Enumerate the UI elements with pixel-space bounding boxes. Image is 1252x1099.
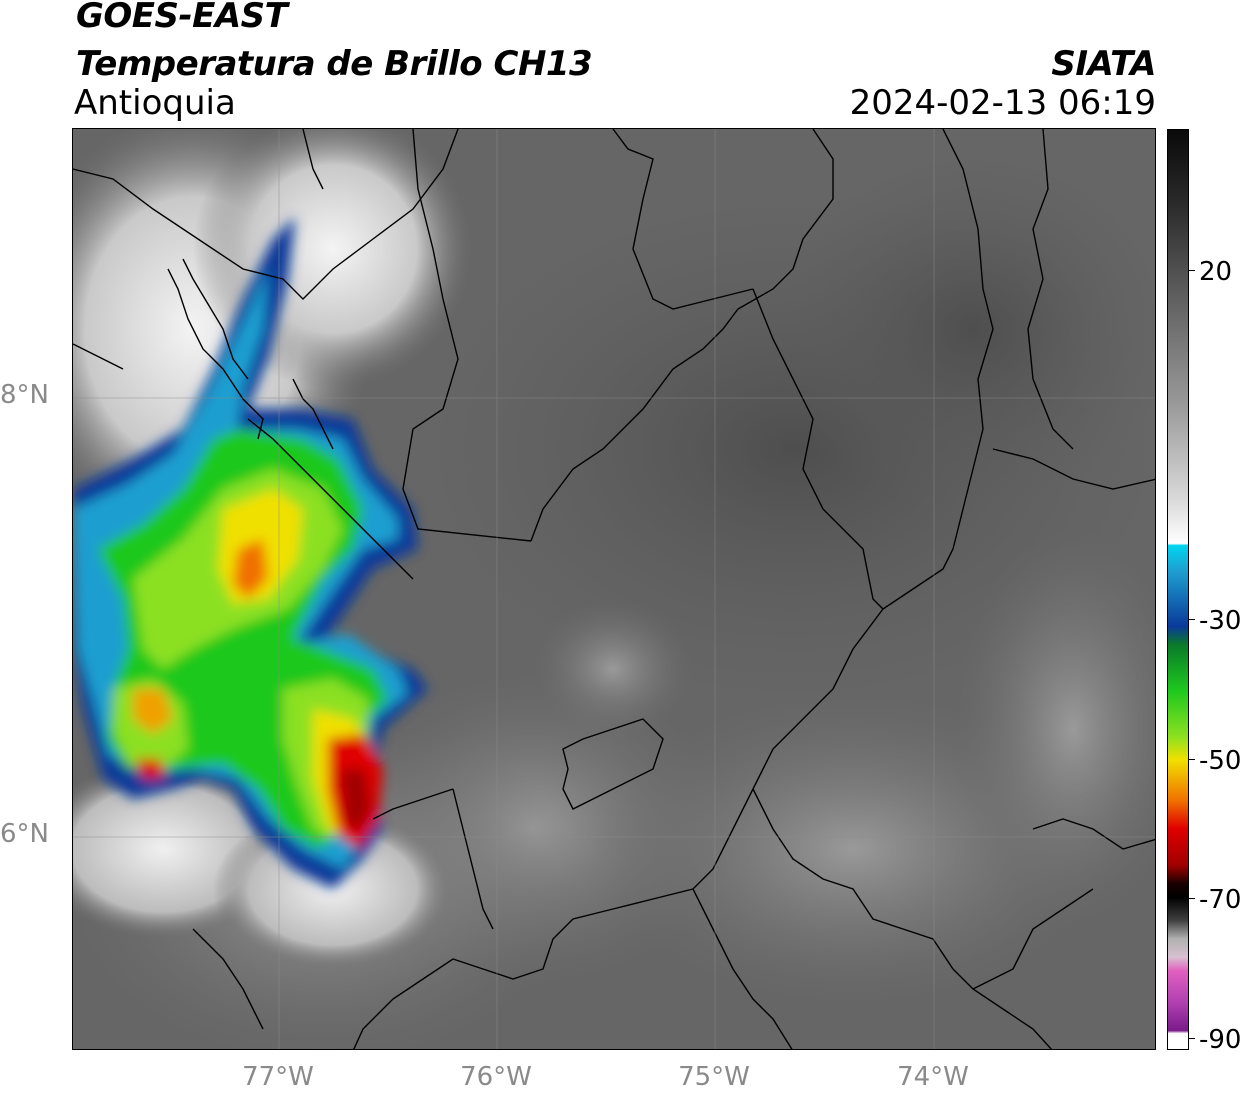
- map-subtitle-region: Antioquia: [74, 83, 236, 123]
- latitude-label-8n: 8°N: [0, 380, 49, 410]
- temperature-colorbar: [1167, 129, 1189, 1050]
- longitude-label-74w: 74°W: [897, 1062, 969, 1092]
- colorbar-tick: [1189, 759, 1195, 760]
- colorbar-label-minus70: -70: [1199, 885, 1242, 915]
- longitude-label-76w: 76°W: [460, 1062, 532, 1092]
- datetime-label: 2024-02-13 06:19: [849, 83, 1156, 123]
- colorbar-label-20: 20: [1199, 257, 1233, 287]
- political-boundaries: [73, 129, 1155, 1049]
- colorbar-tick: [1189, 1038, 1195, 1039]
- longitude-label-75w: 75°W: [678, 1062, 750, 1092]
- brand-label: SIATA: [1051, 44, 1156, 84]
- satellite-map: [72, 128, 1156, 1050]
- colorbar-label-minus30: -30: [1199, 606, 1242, 636]
- colorbar-label-minus90: -90: [1199, 1025, 1242, 1055]
- colorbar-tick: [1189, 270, 1195, 271]
- map-title-product: Temperatura de Brillo CH13: [76, 44, 593, 84]
- graticule: [73, 129, 1155, 1049]
- latitude-label-6n: 6°N: [0, 819, 49, 849]
- colorbar-tick: [1189, 898, 1195, 899]
- map-title-satellite: GOES-EAST: [76, 0, 288, 36]
- convective-cloud-cluster: [73, 217, 428, 889]
- longitude-label-77w: 77°W: [242, 1062, 314, 1092]
- satellite-imagery: [73, 129, 1155, 1049]
- colorbar-label-minus50: -50: [1199, 746, 1242, 776]
- colorbar-tick: [1189, 619, 1195, 620]
